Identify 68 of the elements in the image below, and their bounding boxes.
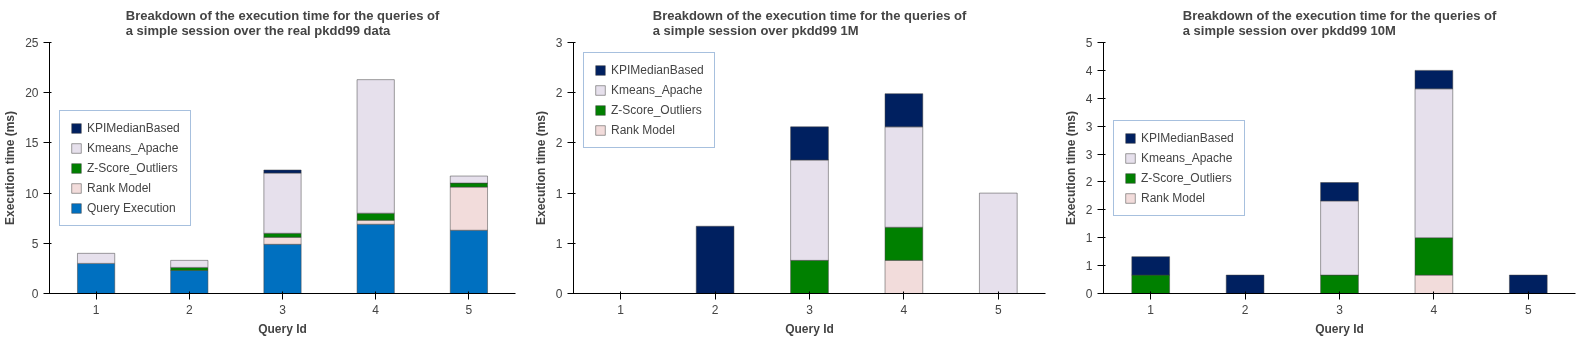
legend-label: Kmeans_Apache xyxy=(87,140,179,155)
legend-label: Rank Model xyxy=(87,180,152,195)
y-tick-label: 15 xyxy=(25,136,39,151)
y-tick-label: 25 xyxy=(25,36,39,50)
x-tick-label: 1 xyxy=(92,302,100,317)
y-tick-label: 20 xyxy=(25,86,39,101)
bar xyxy=(450,175,488,184)
legend-label: KPIMedianBased xyxy=(611,63,704,77)
y-tick-label: 10 xyxy=(25,186,39,201)
legend-label: Rank Model xyxy=(1141,190,1206,205)
y-tick-label: 3 xyxy=(1085,119,1093,134)
legend-label: Rank Model xyxy=(611,123,676,137)
x-tick-label: 2 xyxy=(711,302,719,317)
bar xyxy=(979,192,1018,294)
bar xyxy=(356,223,395,294)
bar xyxy=(1509,274,1548,294)
y-tick-label: 0 xyxy=(31,287,39,301)
legend-label: Z-Score_Outliers xyxy=(611,103,702,117)
bar xyxy=(170,270,209,294)
y-tick-label: 3 xyxy=(555,36,563,50)
x-tick-label: 2 xyxy=(185,302,193,317)
legend-label: KPIMedianBased xyxy=(1141,130,1234,145)
x-tick-label: 3 xyxy=(806,302,814,317)
y-tick-label: 3 xyxy=(1085,147,1093,162)
x-tick-label: 4 xyxy=(900,302,908,317)
x-tick-label: 1 xyxy=(1147,302,1155,317)
x-tick-label: 2 xyxy=(1241,302,1249,317)
y-axis-title: Execution time (ms) xyxy=(3,110,18,226)
y-axis-title: Execution time (ms) xyxy=(1063,110,1078,226)
x-axis-title: Query Id xyxy=(1315,321,1364,336)
x-axis-title: Query Id xyxy=(785,321,834,336)
legend-label: KPIMedianBased xyxy=(87,120,180,135)
chart-title: Breakdown of the execution time for the queries of a simple session over the real pkdd99 data xyxy=(125,7,440,38)
bar xyxy=(1225,274,1265,294)
x-tick-label: 3 xyxy=(279,302,287,317)
x-tick-label: 1 xyxy=(617,302,625,317)
y-tick-label: 1 xyxy=(1085,259,1093,274)
legend-label: Query Execution xyxy=(87,200,176,215)
y-tick-label: 0 xyxy=(1085,287,1093,301)
x-tick-label: 4 xyxy=(1430,302,1438,317)
x-tick-label: 5 xyxy=(1524,302,1532,317)
chart-title: Breakdown of the execution time for the queries of a simple session over pkdd99 10M xyxy=(1182,7,1497,38)
y-tick-label: 2 xyxy=(1085,175,1093,190)
y-axis-title: Execution time (ms) xyxy=(533,110,548,226)
legend-label: Z-Score_Outliers xyxy=(87,160,178,175)
y-tick-label: 1 xyxy=(1085,231,1093,246)
chart-title: Breakdown of the execution time for the queries of a simple session over pkdd99 1M xyxy=(652,7,967,38)
x-tick-label: 4 xyxy=(372,302,380,317)
y-tick-label: 4 xyxy=(1085,91,1093,106)
bar xyxy=(263,172,302,234)
x-tick-label: 5 xyxy=(994,302,1002,317)
x-tick-label: 5 xyxy=(465,302,473,317)
legend-label: Kmeans_Apache xyxy=(1141,150,1233,165)
legend-label: Kmeans_Apache xyxy=(611,83,703,97)
y-tick-label: 2 xyxy=(555,136,563,151)
y-tick-label: 1 xyxy=(555,186,563,201)
bar xyxy=(695,225,735,294)
y-tick-label: 4 xyxy=(1085,63,1093,78)
x-axis-title: Query Id xyxy=(258,321,307,336)
y-tick-label: 0 xyxy=(555,287,563,301)
legend-label: Z-Score_Outliers xyxy=(1141,170,1232,185)
y-tick-label: 5 xyxy=(31,236,39,251)
y-tick-label: 5 xyxy=(1085,36,1093,50)
y-tick-label: 2 xyxy=(555,86,563,101)
bar xyxy=(170,260,209,268)
x-tick-label: 3 xyxy=(1336,302,1344,317)
y-tick-label: 1 xyxy=(555,236,563,251)
y-tick-label: 2 xyxy=(1085,203,1093,218)
